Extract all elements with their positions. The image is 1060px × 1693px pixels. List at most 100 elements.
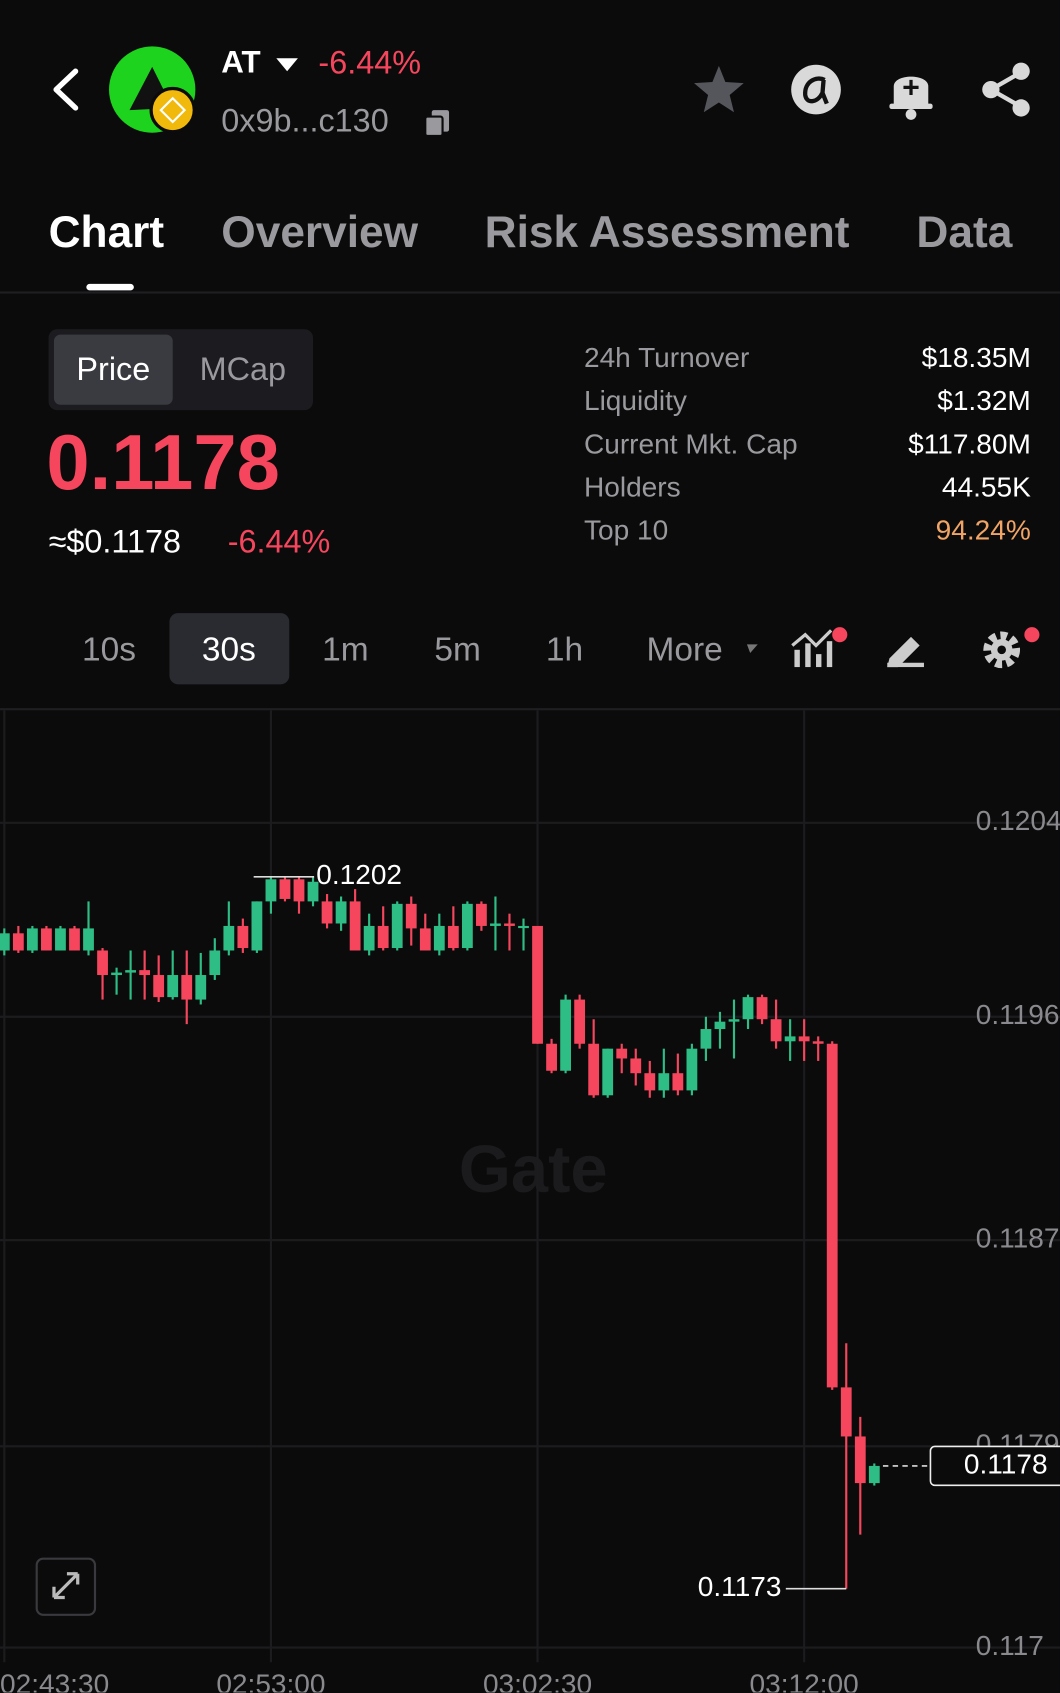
icon-line xyxy=(791,629,833,648)
back-button[interactable] xyxy=(53,68,79,111)
expand-arrows xyxy=(52,1572,80,1600)
favorite-star[interactable] xyxy=(694,65,744,113)
interval[interactable]: 10s xyxy=(82,630,136,669)
pencil-base xyxy=(887,662,924,668)
candle-body xyxy=(41,928,52,951)
y-tick-label: 0.1204 xyxy=(976,805,1060,836)
more-dropdown[interactable] xyxy=(746,644,758,654)
contract-address: 0x9b...c130 xyxy=(221,103,389,140)
candle-body xyxy=(237,925,249,949)
expand-button[interactable] xyxy=(35,1557,97,1616)
chain-badge xyxy=(149,86,196,134)
interval[interactable]: 30s xyxy=(201,630,256,669)
icon-bar xyxy=(826,641,833,668)
tab[interactable]: Overview xyxy=(221,207,419,257)
icon-bar xyxy=(794,649,800,668)
tab[interactable]: Data xyxy=(916,207,1013,257)
toggle-active xyxy=(53,334,173,405)
stat-label: Holders xyxy=(583,470,681,504)
tab[interactable]: Chart xyxy=(48,207,165,257)
candle-body xyxy=(826,1043,838,1388)
copy-icon-back xyxy=(424,115,444,138)
candle-body xyxy=(854,1436,866,1484)
icon-bar xyxy=(816,654,822,668)
candle-body xyxy=(363,925,375,951)
candle-body xyxy=(630,1058,642,1074)
candle-body xyxy=(0,933,10,951)
candle-body xyxy=(377,925,389,949)
candle-body xyxy=(447,925,459,949)
y-tick-label: 0.117 xyxy=(976,1630,1044,1661)
token-symbol[interactable]: AT xyxy=(221,45,261,80)
x-tick-label: 03:02:30 xyxy=(483,1668,592,1692)
indicator-button[interactable] xyxy=(791,627,848,668)
toolbar-icons xyxy=(746,627,1040,669)
candle-body xyxy=(12,933,24,951)
candle-body xyxy=(153,975,165,998)
candle-body xyxy=(433,925,445,951)
candle-body xyxy=(405,903,417,929)
candle-body xyxy=(279,879,291,899)
candle-body xyxy=(476,903,487,926)
candle-body xyxy=(756,997,768,1020)
candle-body xyxy=(560,999,572,1071)
y-tick-label: 0.1196 xyxy=(976,999,1060,1030)
candle-body xyxy=(728,1019,740,1022)
candle-body xyxy=(293,879,305,902)
candle-body xyxy=(139,970,151,976)
x-tick-label: 03:12:00 xyxy=(750,1668,859,1692)
draw-button[interactable] xyxy=(887,636,924,668)
divider xyxy=(0,708,1060,711)
candle-body xyxy=(686,1048,698,1091)
watermark: Gate xyxy=(459,1132,608,1207)
alpha-glyph xyxy=(803,76,829,105)
interval[interactable]: 1h xyxy=(545,630,584,669)
stat-value: 44.55K xyxy=(941,470,1031,504)
candle-body xyxy=(209,950,221,976)
symbol-dropdown[interactable] xyxy=(276,58,298,72)
share-button[interactable] xyxy=(982,62,1030,117)
toggle-option[interactable]: MCap xyxy=(199,351,287,388)
candle-body xyxy=(868,1465,880,1484)
candle-body xyxy=(223,925,235,951)
interval[interactable]: 1m xyxy=(322,630,369,669)
candle-body xyxy=(55,928,66,951)
candle-body xyxy=(251,901,263,951)
candle-body xyxy=(26,928,38,951)
tab[interactable]: Risk Assessment xyxy=(484,207,850,257)
candle-body xyxy=(125,970,137,973)
interval[interactable]: 5m xyxy=(434,630,481,669)
bell-base xyxy=(889,103,933,110)
candle-body xyxy=(700,1029,712,1049)
candle-body xyxy=(307,881,319,902)
candle-body xyxy=(784,1036,796,1042)
candle-body xyxy=(265,879,277,902)
low-label: 0.1173 xyxy=(698,1571,782,1602)
last-price-label: 0.1178 xyxy=(964,1448,1048,1479)
price-change: -6.44% xyxy=(227,524,331,561)
candle-body xyxy=(644,1073,656,1091)
interval[interactable]: More xyxy=(646,630,723,669)
candle-body xyxy=(335,901,347,924)
alpha-button[interactable] xyxy=(791,64,841,115)
candle-body xyxy=(69,928,80,951)
y-tick-label: 0.1187 xyxy=(976,1223,1060,1254)
candle-body xyxy=(658,1073,670,1091)
candle-body xyxy=(181,975,193,1000)
candle-body xyxy=(321,901,333,924)
header-change: -6.44% xyxy=(318,45,422,81)
badge-dot xyxy=(1024,627,1040,643)
stat-label: 24h Turnover xyxy=(583,341,750,374)
candle-body xyxy=(714,1021,726,1030)
candle-body xyxy=(574,999,586,1044)
candle-body xyxy=(840,1387,852,1437)
expand-frame xyxy=(35,1557,97,1616)
candle-body xyxy=(419,928,431,951)
candle-body xyxy=(111,972,122,976)
candle-body xyxy=(616,1048,628,1059)
toggle-option[interactable]: Price xyxy=(76,351,151,388)
settings-button[interactable] xyxy=(983,627,1040,669)
candle-body xyxy=(588,1043,600,1096)
candle-body xyxy=(770,1019,782,1042)
